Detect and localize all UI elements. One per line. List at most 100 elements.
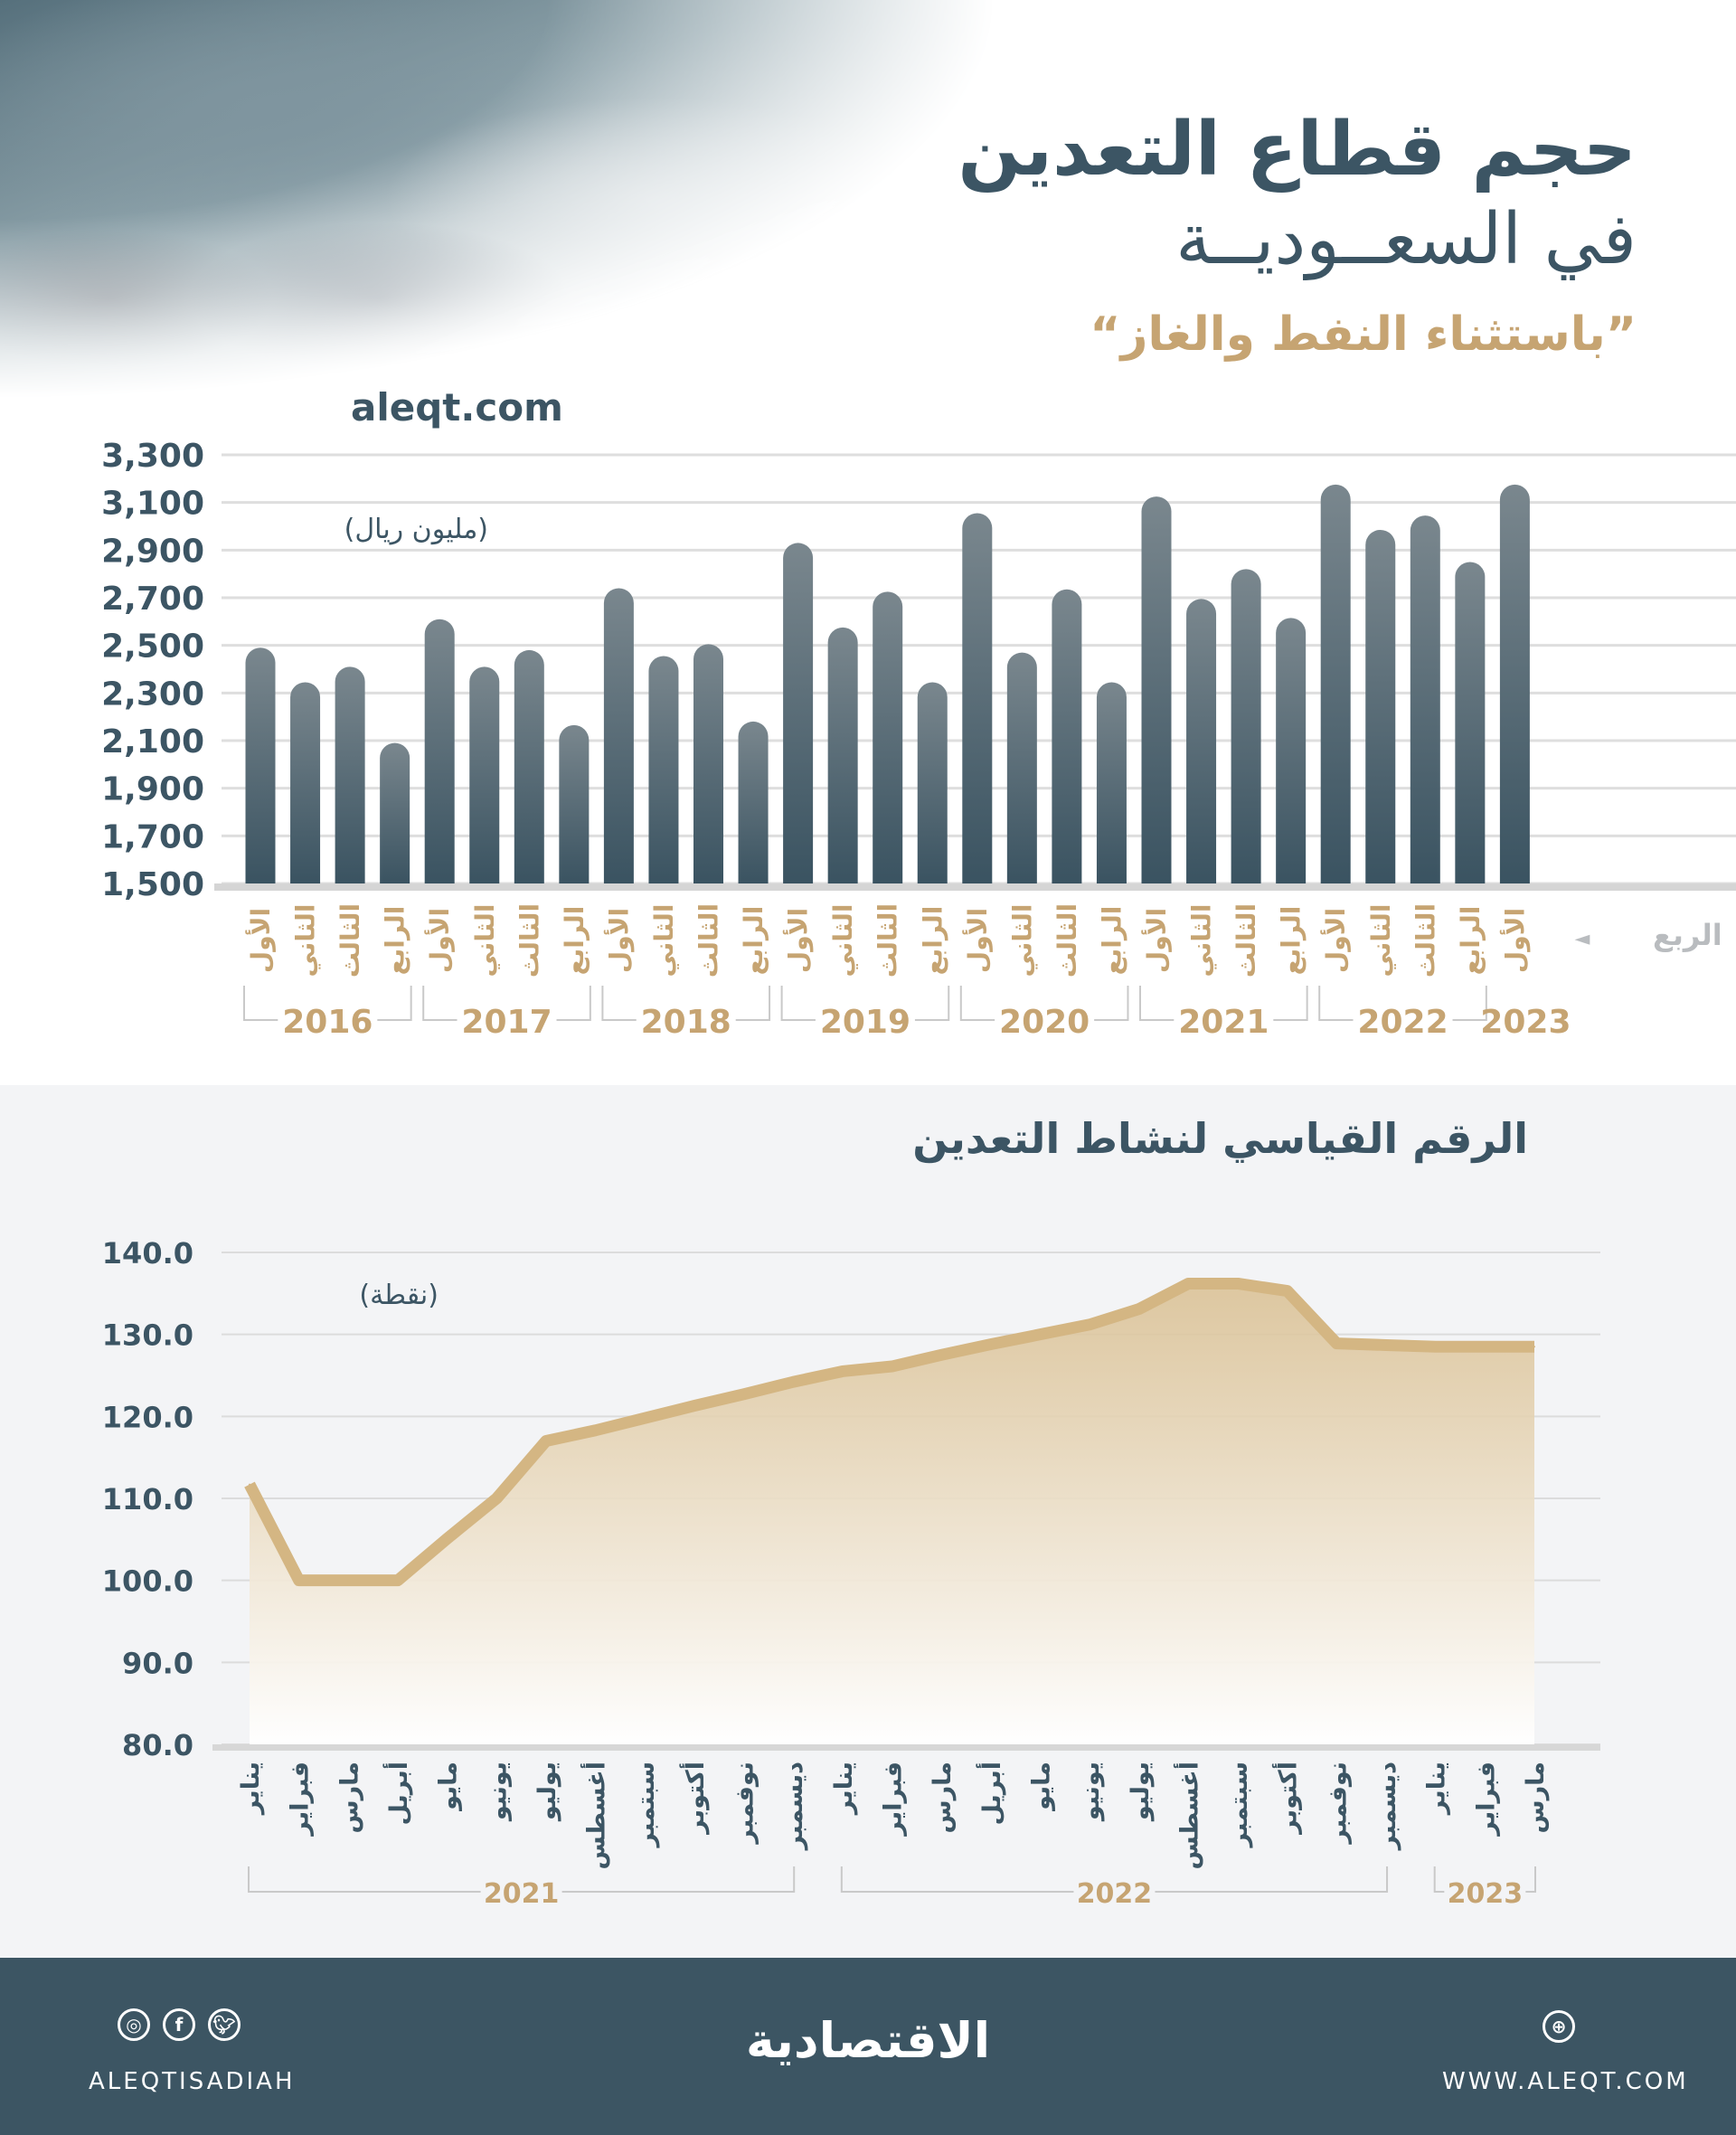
year-label: 2016 [282,1004,373,1041]
data-point [1039,1333,1042,1336]
quarter-label: الرابع [381,906,410,976]
facebook-icon[interactable]: f [163,2008,195,2041]
twitter-icon[interactable]: 🐦︎ [208,2008,241,2041]
instagram-icon[interactable]: ◎ [118,2008,150,2041]
year-bracket [959,986,1129,1021]
month-label: أبريل [976,1762,1006,1825]
y-tick-label: 2,300 [101,675,204,713]
month-label: مارس [335,1762,363,1834]
year-label: 2017 [461,1004,552,1041]
year-bracket [422,986,591,1021]
year-bracket [1318,986,1487,1021]
quarter-label: الرابع [560,906,590,976]
quarter-label: الأول [1499,908,1530,973]
y-tick-label: 140.0 [102,1236,193,1271]
year-label: 2023 [1480,1004,1571,1041]
month-label: يناير [1423,1762,1451,1816]
data-point [1484,1346,1486,1348]
year-bracket [1433,1866,1536,1893]
y-tick-label: 3,100 [101,486,204,523]
bar [783,543,814,883]
bar [380,742,410,883]
quarter-label: الثاني [1007,904,1037,978]
dribbble-icon[interactable]: ⊕ [1543,2010,1575,2043]
data-point [1286,1290,1288,1292]
quarter-label: الثاني [470,904,500,978]
quarter-label: الثاني [1187,904,1217,978]
mining-photo [0,0,1085,425]
bar [603,588,634,883]
month-label: فبراير [287,1762,315,1837]
month-label: ديسمبر [1373,1762,1401,1851]
arrow-left-icon: ◄ [1575,928,1590,950]
y-tick-label: 1,700 [101,818,204,855]
quarter-label: الأول [783,908,814,973]
bar [469,666,500,883]
month-label: أكتوبر [679,1762,710,1836]
social-icons: ◎ f 🐦︎ [118,2008,241,2041]
data-point [594,1429,597,1431]
y-tick-label: 1,500 [101,866,204,903]
bar [559,724,590,883]
quarter-label: الأول [424,908,455,973]
quarter-label: الرابع [739,906,769,976]
index-chart-title: الرقم القياسي لنشاط التعدين [912,1114,1528,1163]
quarter-label: الأول [962,908,993,973]
bar [1006,652,1037,883]
data-point [841,1370,844,1373]
unit-label: (نقطة) [359,1280,439,1311]
data-point [1089,1323,1091,1326]
data-point [396,1579,399,1582]
month-label: نوفمبر [731,1762,760,1846]
social-handle[interactable]: ALEQTISADIAH [89,2068,296,2095]
logo: الاقتصادية [745,2012,991,2069]
site-name: aleqt.com [351,385,563,430]
quarter-label: الثاني [828,904,858,978]
bar [1499,484,1530,883]
bar-chart: 1,500 1,700 1,900 2,100 2,300 2,500 2,700 2,900… [101,438,1736,1041]
y-tick-label: 100.0 [102,1564,193,1599]
bar [514,649,544,883]
month-label: يوليو [533,1762,561,1822]
data-point [446,1537,448,1540]
y-tick-label: 110.0 [102,1482,193,1516]
bar [1410,515,1440,883]
year-label: 2019 [820,1004,910,1041]
bar [693,644,723,883]
x-axis-line [214,883,1736,891]
quarter-label: الثاني [1366,904,1396,978]
bar [1141,496,1172,883]
quarter-label: الثالث [1052,903,1082,978]
x-axis-line [212,1744,1600,1751]
data-point [297,1579,300,1582]
y-tick-label: 2,500 [101,628,204,666]
month-label: أغسطس [580,1762,611,1870]
bar [1052,589,1082,883]
year-label: 2022 [1357,1004,1448,1041]
month-label: أبريل [382,1762,413,1825]
data-point [644,1417,646,1420]
year-bracket [1139,986,1308,1021]
data-point [940,1354,943,1356]
year-label: 2022 [1077,1878,1153,1910]
month-label: يونيو [484,1762,512,1822]
quarter-label: الرابع [918,906,948,976]
website-link[interactable]: WWW.ALEQT.COM [1442,2068,1689,2095]
data-point [989,1343,992,1346]
data-point [347,1579,350,1582]
bar [290,682,321,883]
area-chart: 80.0 90.0 100.0 110.0 120.0 130.0 140.0 (نقطة) ي… [102,1236,1600,1910]
quarter-label: الثاني [649,904,679,978]
month-label: أكتوبر [1272,1762,1303,1836]
year-label: 2018 [641,1004,731,1041]
bar [962,513,993,883]
month-label: مارس [929,1762,957,1834]
quarter-label: الثالث [694,903,724,978]
quarter-label: الثالث [514,903,544,978]
month-label: يناير [237,1762,265,1816]
quarter-label: الأول [1320,908,1351,973]
y-tick-label: 120.0 [102,1400,193,1434]
data-point [1237,1282,1240,1285]
month-label: ديسمبر [780,1762,808,1851]
x-axis-label: الربع [1653,918,1722,952]
